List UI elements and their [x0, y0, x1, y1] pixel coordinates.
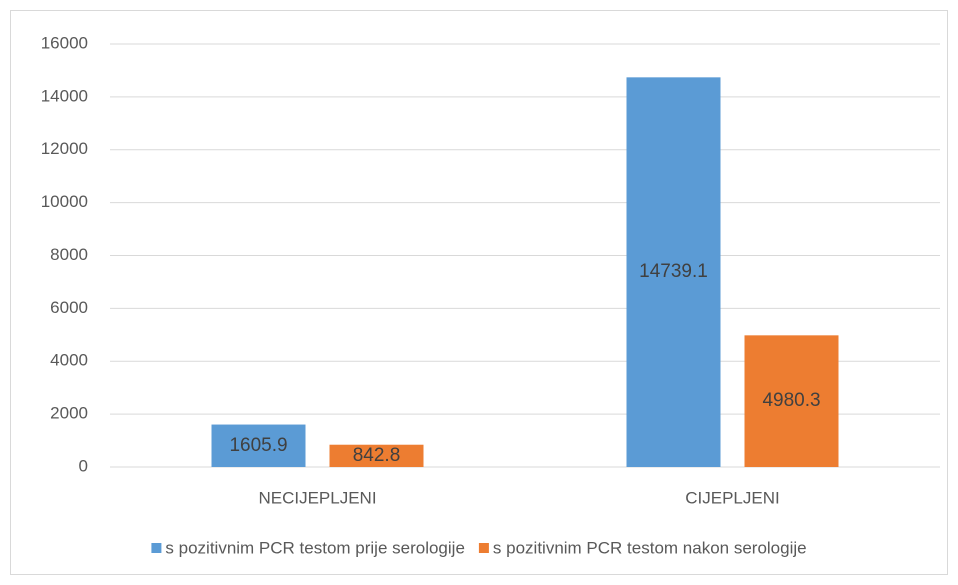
data-label: 842.8 [353, 445, 401, 466]
data-label: 1605.9 [229, 435, 287, 456]
legend-label: s pozitivnim PCR testom nakon serologije [493, 538, 807, 557]
x-tick-label: NECIJEPLJENI [258, 488, 376, 507]
bar [211, 424, 306, 467]
x-tick-label: CIJEPLJENI [685, 488, 779, 507]
y-tick-label: 0 [79, 456, 88, 475]
y-tick-label: 2000 [50, 404, 88, 423]
y-tick-label: 6000 [50, 298, 88, 317]
data-label: 4980.3 [762, 390, 820, 411]
y-tick-label: 14000 [41, 86, 88, 105]
y-tick-label: 12000 [41, 139, 88, 158]
legend-swatch [151, 543, 162, 553]
y-tick-label: 8000 [50, 245, 88, 264]
data-label: 14739.1 [639, 261, 708, 282]
y-tick-label: 10000 [41, 192, 88, 211]
bar [329, 444, 424, 467]
bar [626, 77, 721, 467]
legend-label: s pozitivnim PCR testom prije serologije [165, 538, 465, 557]
y-tick-label: 16000 [41, 33, 88, 52]
legend-swatch [478, 543, 489, 553]
bar [744, 335, 839, 467]
y-tick-label: 4000 [50, 351, 88, 370]
chart-border [10, 10, 948, 575]
